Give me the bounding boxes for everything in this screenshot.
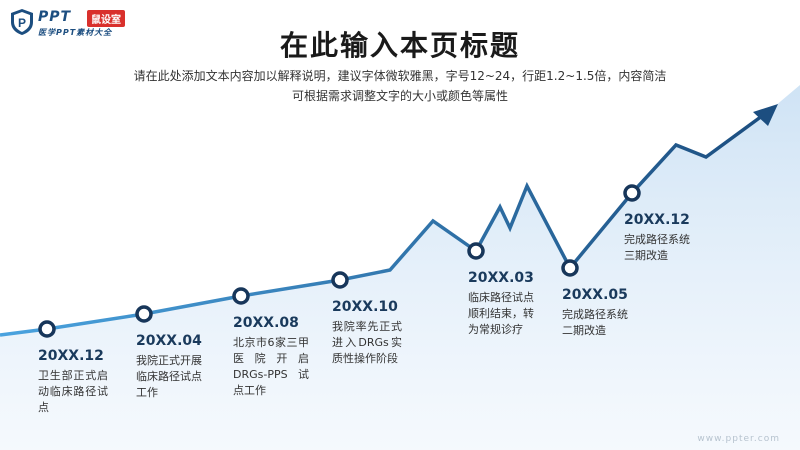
logo: P PPT 鼠设室 医学PPT素材大全 xyxy=(10,8,150,40)
milestone-dot-5 xyxy=(467,242,485,260)
milestone-desc: 卫生部正式启动临床路径试点 xyxy=(38,369,108,414)
logo-brand: PPT xyxy=(38,9,72,25)
page-title: 在此输入本页标题 xyxy=(279,29,520,62)
milestone-4: 20XX.10 我院率先正式进入DRGs实质性操作阶段 xyxy=(332,299,402,367)
milestone-date: 20XX.12 xyxy=(38,348,104,364)
milestone-5: 20XX.03 临床路径试点顺利结束，转为常规诊疗 xyxy=(468,270,534,338)
milestone-dot-4 xyxy=(331,271,349,289)
shield-icon: P xyxy=(11,9,33,35)
milestone-date: 20XX.08 xyxy=(233,315,299,331)
subtitle-line-2: 可根据需求调整文字的大小或颜色等属性 xyxy=(291,89,508,103)
milestone-dot-6 xyxy=(561,259,579,277)
milestone-3: 20XX.08 北京市6家三甲医院开启DRGs-PPS试点工作 xyxy=(233,315,309,399)
milestone-date: 20XX.03 xyxy=(468,270,534,286)
milestone-dot-1 xyxy=(38,320,56,338)
logo-shield-letter: P xyxy=(18,16,26,30)
milestone-date: 20XX.04 xyxy=(136,333,202,349)
milestone-2: 20XX.04 我院正式开展临床路径试点工作 xyxy=(136,333,202,401)
milestone-dot-2 xyxy=(135,305,153,323)
growth-area xyxy=(0,85,800,450)
page-subtitle: 请在此处添加文本内容加以解释说明，建议字体微软雅黑，字号12~24，行距1.2~… xyxy=(100,66,700,106)
milestone-7: 20XX.12 完成路径系统三期改造 xyxy=(624,212,690,264)
logo-badge: 鼠设室 xyxy=(87,10,125,27)
arrow-head-icon xyxy=(753,104,778,126)
milestone-1: 20XX.12 卫生部正式启动临床路径试点 xyxy=(38,348,108,416)
milestone-desc: 我院率先正式进入DRGs实质性操作阶段 xyxy=(332,320,402,365)
milestone-dot-3 xyxy=(232,287,250,305)
milestone-date: 20XX.10 xyxy=(332,299,398,315)
milestone-desc: 北京市6家三甲医院开启DRGs-PPS试点工作 xyxy=(233,336,309,397)
subtitle-line-1: 请在此处添加文本内容加以解释说明，建议字体微软雅黑，字号12~24，行距1.2~… xyxy=(133,69,667,83)
milestone-date: 20XX.05 xyxy=(562,287,628,303)
watermark: www.ppter.com xyxy=(697,434,780,444)
milestone-desc: 完成路径系统三期改造 xyxy=(624,233,690,262)
logo-subtitle: 医学PPT素材大全 xyxy=(38,28,113,37)
milestone-desc: 我院正式开展临床路径试点工作 xyxy=(136,354,202,399)
milestone-6: 20XX.05 完成路径系统二期改造 xyxy=(562,287,628,339)
milestone-dot-7 xyxy=(623,184,641,202)
growth-line xyxy=(0,114,764,337)
milestone-date: 20XX.12 xyxy=(624,212,690,228)
milestone-desc: 临床路径试点顺利结束，转为常规诊疗 xyxy=(468,291,534,336)
milestone-desc: 完成路径系统二期改造 xyxy=(562,308,628,337)
